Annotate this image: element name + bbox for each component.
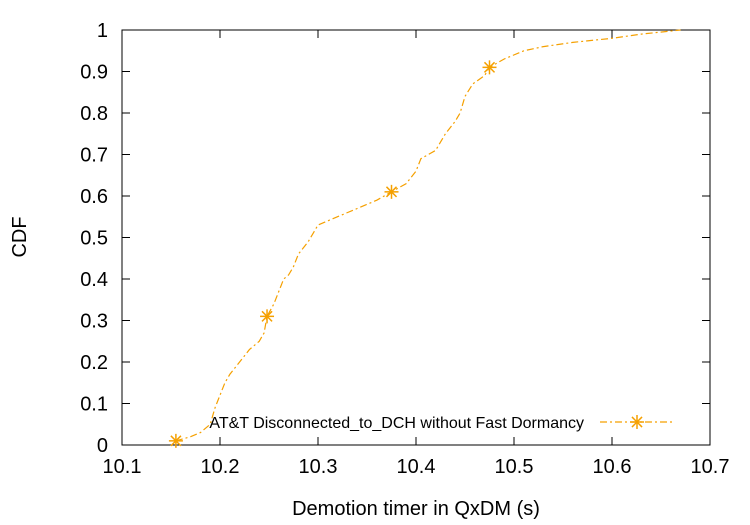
x-tick-label: 10.7	[691, 456, 730, 478]
x-tick-label: 10.2	[201, 456, 240, 478]
x-tick-label: 10.4	[397, 456, 436, 478]
asterisk-marker	[482, 60, 497, 75]
y-axis-label: CDF	[9, 216, 31, 257]
y-tick-label: 0	[97, 435, 108, 457]
y-tick-label: 0.6	[80, 186, 108, 208]
asterisk-marker	[384, 184, 399, 199]
y-tick-label: 0.4	[80, 269, 108, 291]
plot-frame	[121, 29, 711, 446]
x-tick-label: 10.3	[299, 456, 338, 478]
y-tick-label: 0.2	[80, 352, 108, 374]
x-axis-ticks: 10.1 10.2 10.3 10.4 10.5 10.6 10.7	[103, 30, 730, 478]
x-axis-label: Demotion timer in QxDM (s)	[292, 498, 540, 520]
asterisk-marker	[168, 433, 183, 448]
asterisk-marker	[630, 415, 644, 429]
asterisk-marker	[260, 309, 275, 324]
y-tick-label: 0.1	[80, 394, 108, 416]
legend-label: AT&T Disconnected_to_DCH without Fast Do…	[209, 415, 584, 432]
y-axis-ticks: 0 0.1 0.2 0.3 0.4 0.5 0.6 0.7 0.8 0.9 1	[80, 20, 710, 457]
y-tick-label: 0.5	[80, 228, 108, 250]
y-tick-label: 0.3	[80, 311, 108, 333]
y-tick-label: 0.7	[80, 145, 108, 167]
x-tick-label: 10.5	[495, 456, 534, 478]
y-tick-label: 1	[97, 20, 108, 42]
legend: AT&T Disconnected_to_DCH without Fast Do…	[209, 415, 675, 432]
y-tick-label: 0.9	[80, 62, 108, 84]
cdf-series-line	[175, 29, 681, 442]
x-tick-label: 10.6	[593, 456, 632, 478]
x-tick-label: 10.1	[103, 456, 142, 478]
y-tick-label: 0.8	[80, 103, 108, 125]
series-layer	[168, 29, 681, 448]
